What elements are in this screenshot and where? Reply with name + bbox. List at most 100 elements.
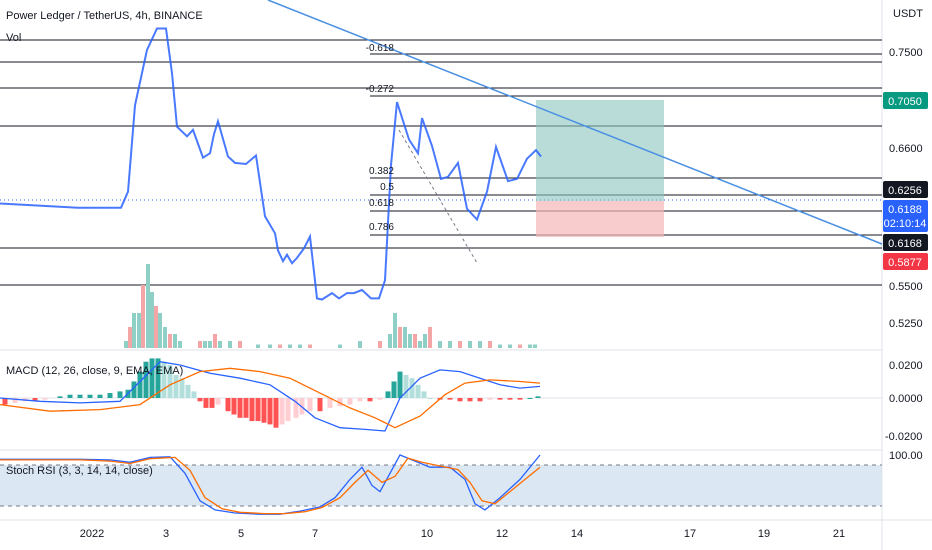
macd-histogram-bar bbox=[149, 358, 155, 398]
level-price-tag bbox=[883, 181, 928, 198]
macd-histogram-bar bbox=[467, 398, 473, 402]
time-label-3: 3 bbox=[163, 528, 169, 540]
macd-histogram-bar bbox=[107, 393, 113, 398]
time-label-14: 14 bbox=[571, 528, 583, 540]
macd-histogram-bar bbox=[337, 398, 343, 407]
volume-bar bbox=[403, 327, 407, 348]
volume-bar bbox=[146, 264, 150, 348]
volume-bar bbox=[423, 334, 427, 348]
macd-histogram bbox=[2, 358, 541, 428]
macd-histogram-bar bbox=[12, 398, 18, 403]
macd-histogram-bar bbox=[191, 391, 197, 398]
fib-label-neg-0618: -0.618 bbox=[366, 43, 395, 54]
level-price-value: 0.6256 bbox=[888, 185, 922, 197]
trendline-price-value: 0.6168 bbox=[888, 238, 922, 250]
volume-bar bbox=[228, 341, 232, 348]
stop-price-value: 0.5877 bbox=[888, 257, 922, 269]
volume-bar bbox=[508, 344, 512, 348]
macd-histogram-bar bbox=[279, 398, 285, 425]
stoch-d-line bbox=[0, 456, 541, 515]
macd-histogram-bar bbox=[32, 398, 38, 402]
macd-histogram-bar bbox=[427, 398, 433, 399]
volume-bar bbox=[132, 313, 136, 348]
target-price-tag bbox=[883, 92, 928, 109]
macd-histogram-bar bbox=[243, 398, 249, 418]
macd-histogram-bar bbox=[167, 365, 173, 398]
macd-histogram-bar bbox=[185, 384, 191, 398]
volume-bar bbox=[498, 344, 502, 348]
volume-bar bbox=[298, 344, 302, 348]
fib-label-0786: 0.786 bbox=[369, 222, 394, 233]
macd-histogram-bar bbox=[215, 398, 221, 405]
position-stop-zone[interactable] bbox=[536, 201, 664, 237]
time-label-19: 19 bbox=[758, 528, 770, 540]
volume-bar bbox=[168, 334, 172, 348]
target-price-value: 0.7050 bbox=[888, 96, 922, 108]
price-label-05500: 0.5500 bbox=[889, 281, 923, 293]
macd-histogram-bar bbox=[357, 398, 363, 402]
macd-histogram-bar bbox=[535, 396, 541, 398]
time-axis[interactable]: 2022 3 5 7 10 12 14 17 19 21 bbox=[80, 528, 845, 540]
price-axis[interactable]: USDT 0.7500 0.6600 0.5500 0.5250 0.7050 … bbox=[883, 8, 928, 462]
macd-histogram-bar bbox=[179, 378, 185, 398]
macd-histogram-bar bbox=[143, 361, 149, 398]
volume-bar bbox=[256, 344, 260, 348]
volume-bar bbox=[428, 327, 432, 348]
fib-labels: -0.618 -0.272 0.382 0.5 0.618 0.786 bbox=[366, 43, 395, 233]
current-price-value: 0.6188 bbox=[888, 204, 922, 216]
symbol-title[interactable]: Power Ledger / TetherUS, 4h, BINANCE bbox=[6, 10, 203, 22]
volume-bar bbox=[163, 327, 167, 348]
macd-histogram-bar bbox=[317, 398, 323, 412]
price-label-06600: 0.6600 bbox=[889, 143, 923, 155]
volume-bar bbox=[238, 341, 242, 348]
volume-bar bbox=[178, 341, 182, 348]
volume-bar bbox=[268, 344, 272, 348]
fib-label-0382: 0.382 bbox=[369, 166, 394, 177]
volume-bar bbox=[533, 344, 537, 348]
time-label-17: 17 bbox=[684, 528, 696, 540]
macd-histogram-bar bbox=[249, 398, 255, 422]
macd-histogram-bar bbox=[97, 394, 103, 398]
macd-histogram-bar bbox=[447, 398, 453, 400]
macd-histogram-bar bbox=[137, 371, 143, 398]
macd-histogram-bar bbox=[457, 398, 463, 402]
currency-unit: USDT bbox=[893, 8, 923, 20]
macd-histogram-bar bbox=[261, 398, 267, 423]
volume-bar bbox=[528, 344, 532, 348]
macd-histogram-bar bbox=[377, 398, 383, 400]
position-target-zone[interactable] bbox=[536, 100, 664, 201]
price-label-05250: 0.5250 bbox=[889, 318, 923, 330]
macd-label[interactable]: MACD (12, 26, close, 9, EMA, EMA) bbox=[6, 365, 183, 377]
volume-bar bbox=[208, 341, 212, 348]
volume-bar bbox=[158, 313, 162, 348]
volume-bar bbox=[438, 341, 442, 348]
macd-histogram-bar bbox=[409, 378, 415, 398]
volume-bar bbox=[338, 344, 342, 348]
macd-histogram-bar bbox=[42, 398, 48, 400]
macd-histogram-bar bbox=[273, 398, 279, 428]
macd-histogram-bar bbox=[487, 398, 493, 400]
volume-bar bbox=[198, 341, 202, 348]
macd-histogram-bar bbox=[403, 374, 409, 398]
volume-bar bbox=[137, 313, 141, 348]
macd-histogram-bar bbox=[477, 398, 483, 402]
macd-histogram-bar bbox=[285, 398, 291, 422]
current-price-tag bbox=[883, 200, 928, 232]
macd-histogram-bar bbox=[131, 381, 137, 398]
volume-bar bbox=[408, 334, 412, 348]
macd-histogram-bar bbox=[2, 398, 8, 405]
volume-bar bbox=[141, 285, 145, 348]
macd-histogram-bar bbox=[77, 394, 83, 398]
macd-histogram-bar bbox=[237, 398, 243, 418]
fib-trend-connector bbox=[398, 129, 478, 264]
volume-bar bbox=[203, 341, 207, 348]
volume-bar bbox=[468, 341, 472, 348]
volume-bar bbox=[413, 334, 417, 348]
time-label-21: 21 bbox=[833, 528, 845, 540]
volume-bar bbox=[388, 334, 392, 348]
descending-trendline[interactable] bbox=[267, 0, 883, 245]
volume-bar bbox=[308, 344, 312, 348]
stoch-rsi-label[interactable]: Stoch RSI (3, 3, 14, 14, close) bbox=[6, 465, 153, 477]
